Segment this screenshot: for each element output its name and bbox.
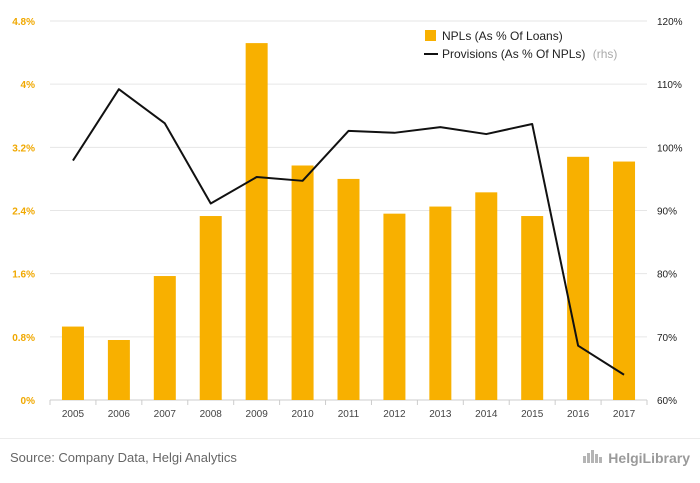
x-axis-ticks: 2005 2006 2007 2008 2009 2010 2011 2012 2013 2014… [62, 409, 636, 420]
x-tick-label: 2012 [383, 409, 406, 420]
npl-bar [429, 206, 452, 400]
x-tick-label: 2009 [246, 409, 269, 420]
source-note: Source: Company Data, Helgi Analytics [10, 450, 237, 465]
right-tick-label: 90% [657, 207, 677, 218]
x-tick-label: 2010 [291, 409, 314, 420]
right-tick-label: 120% [657, 17, 683, 28]
npl-bar [567, 156, 590, 400]
left-axis-ticks: 0% 0.8% 1.6% 2.4% 3.2% 4% 4.8% [12, 17, 35, 407]
npl-bar [383, 213, 406, 400]
npl-bar [613, 161, 636, 400]
grid-lines [49, 20, 648, 405]
provisions-line-series [72, 88, 625, 376]
left-tick-label: 4% [21, 80, 36, 91]
x-tick-label: 2006 [108, 409, 131, 420]
npl-bar [107, 339, 130, 400]
x-tick-label: 2016 [567, 409, 590, 420]
npl-bar [521, 216, 544, 400]
helgi-library-icon [582, 448, 604, 467]
left-tick-label: 1.6% [12, 270, 35, 281]
right-tick-label: 110% [657, 80, 682, 91]
npl-bars [61, 43, 636, 400]
npl-bar [475, 192, 498, 400]
x-tick-label: 2014 [475, 409, 498, 420]
x-tick-label: 2008 [200, 409, 223, 420]
x-tick-label: 2017 [613, 409, 636, 420]
x-tick-label: 2007 [154, 409, 177, 420]
npl-bar [245, 43, 268, 400]
npl-bar [61, 326, 84, 400]
legend-npl-swatch [425, 30, 436, 41]
npl-bar [153, 276, 176, 400]
legend-npl-label: NPLs (As % Of Loans) [442, 29, 563, 43]
x-tick-label: 2013 [429, 409, 452, 420]
right-tick-label: 80% [657, 270, 677, 281]
x-tick-label: 2005 [62, 409, 85, 420]
npl-bar [337, 178, 360, 400]
x-tick-label: 2011 [338, 409, 360, 420]
left-tick-label: 3.2% [12, 143, 35, 154]
footer-divider [0, 438, 700, 439]
right-tick-label: 100% [657, 143, 683, 154]
legend: NPLs (As % Of Loans) Provisions (As % Of… [424, 29, 617, 61]
npl-bar [291, 165, 314, 400]
legend-provisions-label: Provisions (As % Of NPLs) (rhs) [442, 47, 617, 61]
legend-provisions-name: Provisions (As % Of NPLs) [442, 47, 585, 61]
left-tick-label: 0% [21, 396, 36, 407]
left-tick-label: 2.4% [12, 207, 35, 218]
right-tick-label: 70% [657, 333, 677, 344]
brand-name: HelgiLibrary [608, 449, 690, 466]
right-tick-label: 60% [657, 396, 677, 407]
legend-provisions-suffix: (rhs) [593, 47, 618, 61]
right-axis-ticks: 60% 70% 80% 90% 100% 110% 120% [657, 17, 683, 407]
brand-logo[interactable]: HelgiLibrary [582, 448, 690, 467]
x-tick-label: 2015 [521, 409, 544, 420]
npl-bar [199, 216, 222, 400]
left-tick-label: 0.8% [12, 333, 35, 344]
left-tick-label: 4.8% [12, 17, 35, 28]
chart: 0% 0.8% 1.6% 2.4% 3.2% 4% 4.8% 60% 70% 80% 90% 100… [12, 17, 683, 420]
